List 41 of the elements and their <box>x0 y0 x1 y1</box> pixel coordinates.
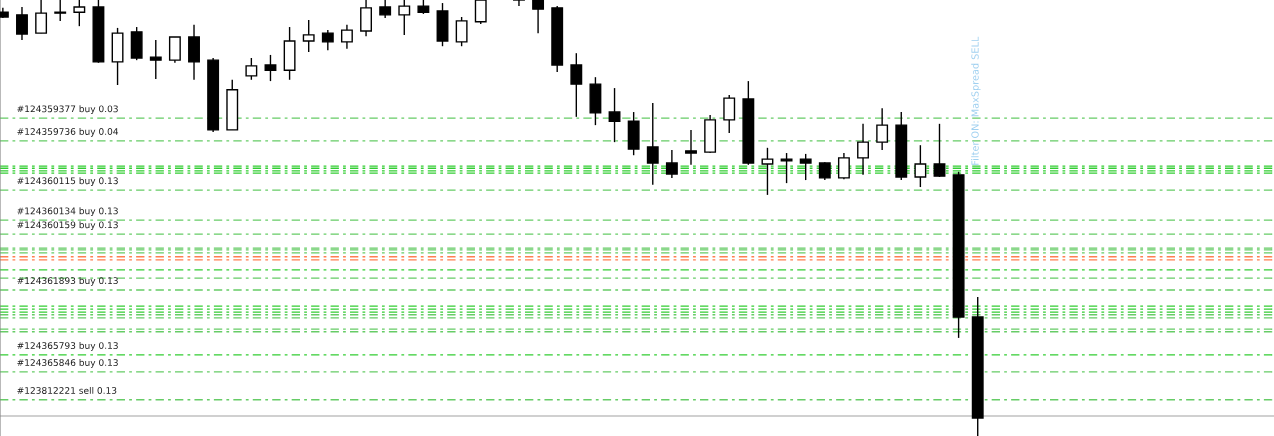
candlestick <box>914 144 927 188</box>
candlestick <box>685 129 697 166</box>
candlestick <box>302 19 315 53</box>
ref-line-label: #124365793 buy 0.13 <box>17 342 118 351</box>
candlestick <box>474 0 487 25</box>
candlestick <box>799 153 812 181</box>
candlestick <box>360 0 372 37</box>
candlestick <box>35 0 48 34</box>
ref-line-label: #124359377 buy 0.03 <box>17 105 118 114</box>
candlestick <box>761 147 774 196</box>
ref-line-label: #124359736 buy 0.04 <box>17 127 119 137</box>
ref-line-label: #124365846 buy 0.13 <box>17 359 118 368</box>
candlestick <box>665 149 678 179</box>
candlestick <box>780 152 793 184</box>
ref-line-label: #124360134 buy 0.13 <box>17 207 118 217</box>
candlestick <box>933 123 946 178</box>
candlestick <box>532 0 545 34</box>
candlestick <box>723 94 736 134</box>
candlestick <box>321 29 334 51</box>
ref-line-label: #124360115 buy 0.13 <box>17 177 118 186</box>
candlestick <box>245 57 258 81</box>
candlestick <box>264 54 277 82</box>
ref-line-label: #124361893 buy 0.13 <box>17 277 118 286</box>
candlestick <box>570 52 583 118</box>
candlestick <box>455 16 468 47</box>
candlestick <box>398 0 411 36</box>
candlestick <box>73 0 86 27</box>
ref-line-label: #123812221 sell 0.13 <box>17 386 117 394</box>
candlestick <box>54 0 67 22</box>
candlestick <box>857 123 869 176</box>
candlestick <box>340 24 353 50</box>
candlestick <box>646 102 659 186</box>
annotation: Filter ON: MaxSpread SELL <box>971 36 981 165</box>
candlestick <box>16 6 28 41</box>
candlestick <box>513 0 525 7</box>
candlestick <box>608 87 621 143</box>
candlestick <box>876 107 889 151</box>
candlestick <box>168 36 181 64</box>
ref-line-label: #124360159 buy 0.13 <box>17 221 118 230</box>
candlestick <box>149 39 162 80</box>
candlestick <box>837 152 850 180</box>
